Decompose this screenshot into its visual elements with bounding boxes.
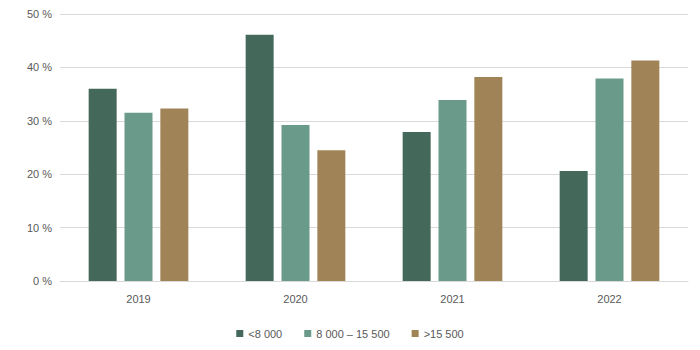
svg-text:50 %: 50 %: [27, 8, 52, 20]
svg-text:2021: 2021: [440, 293, 464, 305]
svg-text:<8 000: <8 000: [248, 328, 282, 340]
svg-text:20 %: 20 %: [27, 168, 52, 180]
svg-text:2020: 2020: [283, 293, 307, 305]
svg-text:2022: 2022: [597, 293, 621, 305]
svg-text:2019: 2019: [126, 293, 150, 305]
svg-text:40 %: 40 %: [27, 61, 52, 73]
svg-text:>15 500: >15 500: [424, 328, 464, 340]
svg-text:8 000 – 15 500: 8 000 – 15 500: [316, 328, 389, 340]
svg-text:30 %: 30 %: [27, 115, 52, 127]
svg-text:0 %: 0 %: [33, 275, 52, 287]
svg-text:10 %: 10 %: [27, 222, 52, 234]
